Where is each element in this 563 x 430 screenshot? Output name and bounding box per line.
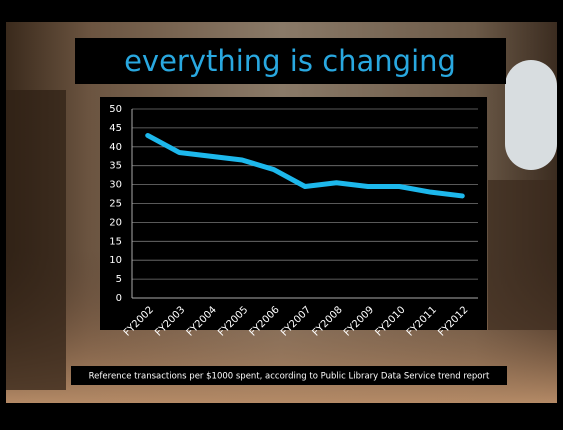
y-tick-label: 30 (109, 180, 122, 191)
title: everything is changing (124, 44, 456, 78)
y-tick-label: 20 (109, 217, 122, 228)
y-tick-label: 15 (109, 236, 122, 247)
caption: Reference transactions per $1000 spent, … (89, 372, 490, 382)
bookshelf (6, 90, 66, 390)
chart-box (100, 97, 487, 330)
y-tick-label: 50 (109, 104, 122, 115)
slide: everything is changing Reference transac… (0, 0, 563, 426)
y-tick-label: 40 (109, 142, 122, 153)
y-tick-label: 0 (116, 293, 122, 304)
window (505, 60, 557, 170)
y-tick-label: 45 (109, 123, 122, 134)
y-tick-label: 5 (116, 274, 122, 285)
bookshelf (488, 180, 557, 330)
y-tick-label: 10 (109, 255, 122, 266)
y-tick-label: 35 (109, 161, 122, 172)
y-tick-label: 25 (109, 199, 122, 210)
